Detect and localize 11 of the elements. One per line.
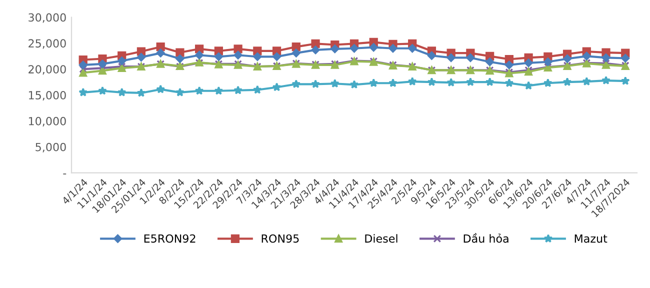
legend-label: Diesel	[365, 234, 398, 243]
y-tick-label: 15,000	[28, 91, 66, 101]
legend-label: Mazut	[574, 234, 608, 243]
y-tick-label: 10,000	[28, 116, 66, 126]
y-tick-label: 30,000	[28, 13, 66, 23]
legend-label: Dầu hỏa	[464, 233, 508, 243]
y-tick-label: 20,000	[28, 65, 66, 75]
legend-label: RON95	[262, 234, 299, 243]
y-tick-label: 5,000	[36, 142, 66, 152]
y-tick-label: 25,000	[28, 39, 66, 49]
legend-label: E5RON92	[144, 234, 196, 243]
